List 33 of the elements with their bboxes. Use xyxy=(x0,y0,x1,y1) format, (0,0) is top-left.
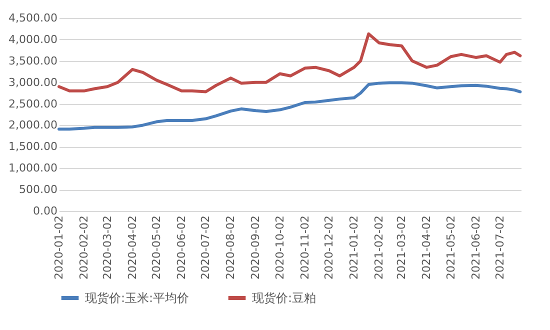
x-tick-label: 2020-07-02 xyxy=(199,216,212,280)
y-tick-label: 0.00 xyxy=(33,204,58,218)
x-tick-label: 2020-01-02 xyxy=(52,216,66,280)
x-tick-label: 2020-04-02 xyxy=(126,216,139,280)
legend-label: 现货价:玉米:平均价 xyxy=(85,291,190,305)
y-tick-label: 500.00 xyxy=(19,183,58,196)
x-tick-label: 2020-08-02 xyxy=(224,216,238,280)
x-tick-label: 2021-02-02 xyxy=(372,216,386,280)
line-series xyxy=(58,32,522,94)
y-tick-label: 1,000.00 xyxy=(8,162,58,175)
x-tick-label: 2020-06-02 xyxy=(175,216,188,280)
y-tick-label: 4,500.00 xyxy=(8,12,58,24)
x-tick-label: 2020-11-02 xyxy=(298,216,312,280)
y-tick-label: 4,000.00 xyxy=(8,32,58,46)
x-tick-label: 2021-06-02 xyxy=(469,216,482,280)
x-tick-label: 2021-03-02 xyxy=(395,216,408,280)
x-tick-label: 2020-02-02 xyxy=(77,216,90,280)
x-tick-label: 2020-10-02 xyxy=(273,216,286,280)
x-tick-label: 2021-04-02 xyxy=(420,216,434,280)
line-series xyxy=(58,81,522,131)
x-tick-label: 2020-03-02 xyxy=(100,216,114,280)
x-tick-label: 2021-05-02 xyxy=(444,216,458,280)
x-tick-label: 2021-07-02 xyxy=(494,216,507,280)
y-tick-label: 3,500.00 xyxy=(8,54,58,68)
y-tick-label: 1,500.00 xyxy=(8,140,58,154)
x-tick-label: 2020-09-02 xyxy=(249,216,262,280)
y-tick-label: 3,000.00 xyxy=(8,76,58,89)
legend-label: 现货价:豆粕 xyxy=(252,291,316,305)
x-tick-label: 2020-05-02 xyxy=(150,216,164,280)
x-tick-label: 2020-12-02 xyxy=(322,216,336,280)
x-tick-label: 2021-01-02 xyxy=(348,216,361,280)
y-tick-label: 2,500.00 xyxy=(8,97,58,110)
y-tick-label: 2,000.00 xyxy=(8,118,58,132)
